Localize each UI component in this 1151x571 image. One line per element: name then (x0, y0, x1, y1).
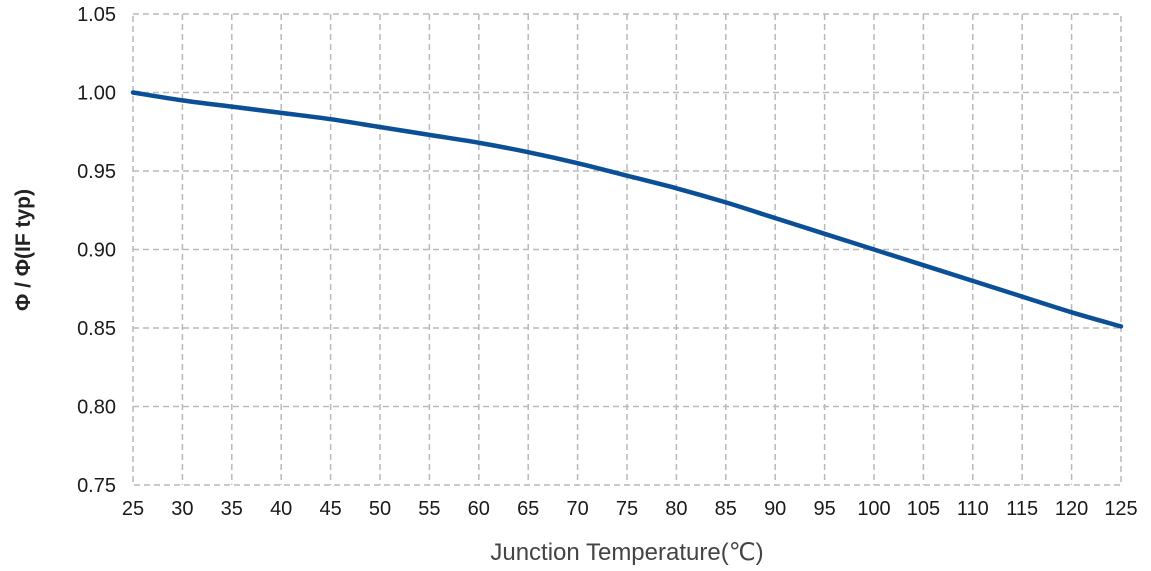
x-axis-title: Junction Temperature(℃) (490, 539, 763, 566)
x-tick-label: 25 (122, 498, 144, 520)
y-axis-title: Φ / Φ(IF typ) (12, 189, 35, 311)
y-tick-label: 1.05 (77, 4, 116, 26)
x-tick-label: 55 (418, 498, 440, 520)
tick-labels: 25 30 35 40 45 50 55 60 65 70 75 80 85 90 95 100 105 110 1… (77, 4, 1138, 520)
y-tick-label: 0.80 (77, 397, 116, 419)
y-tick-label: 0.85 (77, 318, 116, 340)
y-tick-label: 0.75 (77, 475, 116, 497)
x-tick-label: 40 (270, 498, 292, 520)
x-tick-label: 125 (1104, 498, 1137, 520)
x-tick-label: 45 (319, 498, 341, 520)
series-layer (130, 90, 1124, 329)
x-tick-label: 75 (616, 498, 638, 520)
x-tick-label: 115 (1006, 498, 1038, 520)
x-tick-label: 95 (813, 498, 835, 520)
y-tick-label: 0.95 (77, 161, 116, 183)
x-tick-label: 110 (957, 498, 989, 520)
y-tick-label: 0.90 (77, 240, 116, 262)
x-tick-label: 65 (517, 498, 539, 520)
x-tick-label: 105 (907, 498, 940, 520)
x-tick-label: 50 (369, 498, 391, 520)
series-line (130, 90, 1124, 329)
x-tick-label: 90 (764, 498, 786, 520)
x-tick-label: 100 (857, 498, 890, 520)
x-tick-label: 35 (221, 498, 243, 520)
x-tick-label: 60 (468, 498, 490, 520)
x-tick-label: 85 (715, 498, 737, 520)
y-tick-label: 1.00 (77, 83, 116, 105)
x-tick-label: 30 (171, 498, 193, 520)
x-tick-label: 80 (665, 498, 687, 520)
x-tick-label: 120 (1055, 498, 1088, 520)
grid (132, 13, 1122, 486)
x-tick-label: 70 (566, 498, 588, 520)
